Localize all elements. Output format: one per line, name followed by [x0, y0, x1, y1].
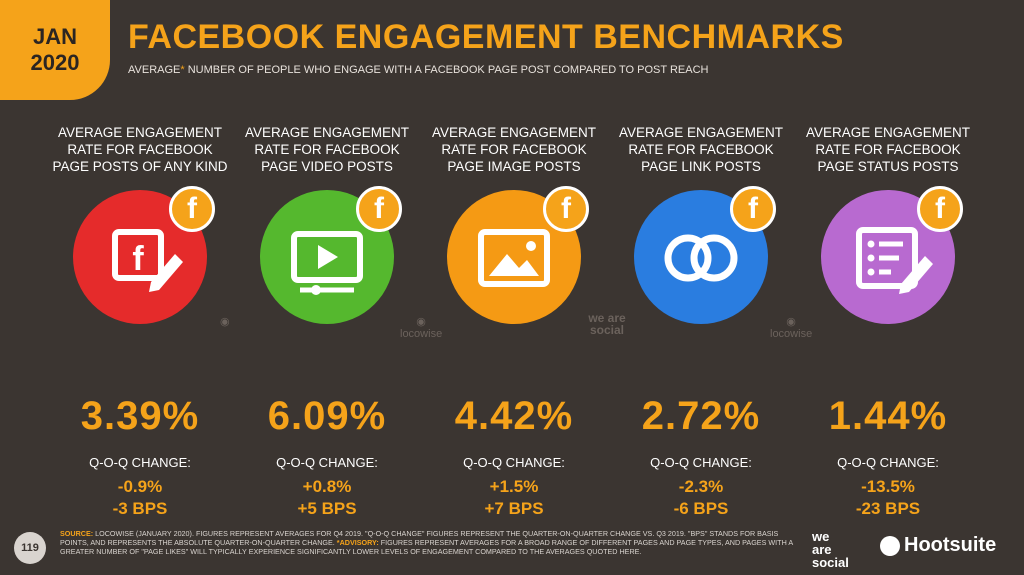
svg-text:f: f	[132, 240, 144, 278]
benchmark-column-image: AVERAGE ENGAGEMENT RATE FOR FACEBOOK PAG…	[424, 124, 604, 520]
subtitle-star: *	[180, 64, 185, 76]
engagement-value: 3.39%	[80, 394, 200, 438]
category-circle: f	[260, 186, 402, 324]
we-are-social-logo: we are social	[812, 530, 849, 569]
hootsuite-text: Hootsuite	[904, 534, 997, 556]
benchmark-column-any: AVERAGE ENGAGEMENT RATE FOR FACEBOOK PAG…	[50, 124, 230, 520]
locowise-watermark-text: locowise	[770, 328, 813, 340]
logo-are: are	[812, 542, 832, 557]
column-heading: AVERAGE ENGAGEMENT RATE FOR FACEBOOK PAG…	[431, 125, 597, 174]
benchmark-column-status: AVERAGE ENGAGEMENT RATE FOR FACEBOOK PAG…	[798, 124, 978, 520]
logo-we: we	[812, 529, 830, 544]
change-bps: -23 BPS	[855, 499, 921, 518]
change-percent: +0.8%	[302, 477, 352, 496]
qoq-label: Q-O-Q CHANGE:	[276, 455, 378, 470]
qoq-label: Q-O-Q CHANGE:	[650, 455, 752, 470]
change-bps: -3 BPS	[112, 499, 168, 518]
hootsuite-owl-icon	[880, 535, 900, 556]
category-circle: f f	[73, 186, 215, 324]
column-heading: AVERAGE ENGAGEMENT RATE FOR FACEBOOK PAG…	[52, 125, 228, 174]
footer-notes: SOURCE: LOCOWISE (JANUARY 2020). FIGURES…	[60, 529, 800, 556]
page-number: 119	[14, 532, 46, 564]
we-are-social-watermark: we are social	[588, 311, 626, 337]
locowise-watermark-icon: ◉	[786, 316, 796, 328]
locowise-watermark: ◉ locowise	[400, 316, 442, 340]
source-label: SOURCE:	[60, 529, 94, 538]
locowise-watermark: ◉ locowise	[770, 316, 812, 340]
hootsuite-watermark-icon: ◉	[220, 316, 230, 328]
advisory-label: *ADVISORY:	[336, 538, 379, 547]
date-month: JAN	[32, 24, 77, 49]
subtitle-pre: AVERAGE	[128, 64, 181, 76]
category-circle: f	[447, 186, 589, 324]
facebook-badge-icon: f	[356, 186, 402, 232]
qoq-change: -2.3% -6 BPS	[611, 476, 791, 520]
date-badge: JAN 2020	[0, 0, 110, 100]
qoq-label: Q-O-Q CHANGE:	[837, 455, 939, 470]
engagement-value: 1.44%	[828, 394, 948, 438]
logo-social: social	[812, 555, 849, 570]
column-heading: AVERAGE ENGAGEMENT RATE FOR FACEBOOK PAG…	[618, 125, 784, 174]
qoq-change: +0.8% +5 BPS	[237, 476, 417, 520]
facebook-edit-icon: f	[112, 229, 183, 292]
date-year: 2020	[30, 50, 80, 75]
page-title: FACEBOOK ENGAGEMENT BENCHMARKS	[128, 18, 844, 56]
change-bps: -6 BPS	[673, 499, 729, 518]
category-circle: f	[821, 186, 963, 324]
column-heading: AVERAGE ENGAGEMENT RATE FOR FACEBOOK PAG…	[805, 125, 971, 174]
page-subtitle: AVERAGE* NUMBER OF PEOPLE WHO ENGAGE WIT…	[128, 64, 708, 76]
qoq-change: -0.9% -3 BPS	[50, 476, 230, 520]
category-circle: f	[634, 186, 776, 324]
change-percent: +1.5%	[489, 477, 539, 496]
qoq-label: Q-O-Q CHANGE:	[89, 455, 191, 470]
hootsuite-logo: Hootsuite	[880, 534, 996, 557]
advisory-text: FIGURES REPRESENT AVERAGES FOR A BROAD R…	[60, 538, 793, 556]
qoq-change: +1.5% +7 BPS	[424, 476, 604, 520]
locowise-watermark-icon: ◉	[416, 316, 426, 328]
link-icon	[664, 234, 738, 282]
engagement-value: 2.72%	[641, 394, 761, 438]
facebook-badge-icon: f	[543, 186, 589, 232]
locowise-watermark-text: locowise	[400, 328, 443, 340]
status-icon	[856, 227, 933, 294]
qoq-change: -13.5% -23 BPS	[798, 476, 978, 520]
qoq-label: Q-O-Q CHANGE:	[463, 455, 565, 470]
column-heading: AVERAGE ENGAGEMENT RATE FOR FACEBOOK PAG…	[244, 125, 410, 174]
change-percent: -0.9%	[117, 477, 163, 496]
video-icon	[291, 231, 363, 295]
engagement-value: 6.09%	[267, 394, 387, 438]
facebook-badge-icon: f	[917, 186, 963, 232]
facebook-badge-icon: f	[169, 186, 215, 232]
benchmark-column-link: AVERAGE ENGAGEMENT RATE FOR FACEBOOK PAG…	[611, 124, 791, 520]
benchmark-column-video: AVERAGE ENGAGEMENT RATE FOR FACEBOOK PAG…	[237, 124, 417, 520]
change-percent: -2.3%	[678, 477, 724, 496]
change-bps: +7 BPS	[484, 499, 544, 518]
change-bps: +5 BPS	[297, 499, 357, 518]
source-text: LOCOWISE (JANUARY 2020). FIGURES REPRESE…	[60, 529, 779, 547]
image-icon	[478, 229, 550, 287]
engagement-value: 4.42%	[454, 394, 574, 438]
change-percent: -13.5%	[861, 477, 915, 496]
subtitle-post: NUMBER OF PEOPLE WHO ENGAGE WITH A FACEB…	[184, 64, 709, 76]
facebook-badge-icon: f	[730, 186, 776, 232]
